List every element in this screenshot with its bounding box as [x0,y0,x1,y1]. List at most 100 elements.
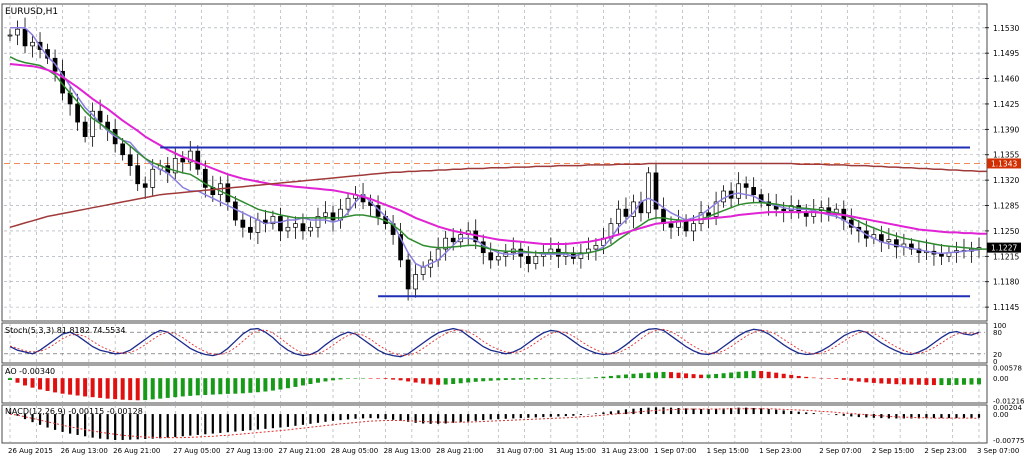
candle-body [593,245,599,250]
ao-bar [646,372,651,379]
price-tick-label: 1.1390 [993,125,1019,134]
time-tick-label: 26 Aug 13:00 [61,447,108,455]
ao-bar [473,378,478,382]
time-tick-label: 2 Sep 23:00 [924,447,966,455]
price-marks [4,17,987,301]
ao-bar [451,378,456,384]
ao-bar [285,378,290,389]
ao-bar [158,378,163,399]
time-tick-label: 1 Sep 15:00 [707,447,749,455]
ao-bar [413,378,418,383]
price-tick-label: 1.1145 [993,303,1019,312]
ao-bar [135,378,140,401]
candle-body [202,168,208,188]
price-tag-label: 1.1343 [991,159,1017,168]
stochastic-tick-label: 20 [993,351,1002,359]
ao-bar [195,378,200,396]
ao-bar [924,378,929,385]
price-axis: 1.15301.14951.14601.14251.13901.13551.13… [985,24,1021,312]
candle-body [751,187,757,196]
moving-average-line [9,162,987,229]
candle-body [623,208,629,217]
ao-bar [143,378,148,401]
candle-body [713,201,719,217]
ao-bar [518,378,523,380]
candle-body [736,183,741,199]
ao-bar [676,372,681,379]
ao-bar [38,378,43,390]
ao-bar [533,378,538,380]
ao-bar [361,377,366,379]
ao-bar [578,378,583,379]
ao-bar [834,378,839,379]
ao-bar [623,374,628,379]
ao-bar [8,378,12,380]
ao-bar [481,378,486,382]
time-tick-label: 31 Aug 15:00 [549,447,596,455]
time-tick-label: 28 Aug 13:00 [384,447,431,455]
ao-bar [443,378,448,385]
ao-bar [729,372,734,379]
ao-bar [661,371,666,379]
ao-bar [811,377,816,379]
ao-bar [496,378,501,381]
ao-bar [684,373,689,379]
ao-bar [45,378,50,391]
candle-body [195,150,201,170]
ao-bar [871,378,876,383]
ao-bar [120,378,125,400]
ao-bar [909,378,914,385]
ao-panel: AO -0.00340 0.00578 0.00 -0.01216 [1,364,1024,406]
ao-bar [128,378,133,401]
ao-bar [759,371,764,379]
ao-bar [105,378,110,399]
time-tick-label: 27 Aug 05:00 [173,447,220,455]
candle-body [75,103,80,123]
stochastic-tick-label: 80 [993,329,1002,337]
ao-bar [841,378,846,380]
stochastic-tick-label: 0 [993,358,997,366]
ao-bar [969,378,974,385]
ao-bar [669,372,674,379]
price-tick-label: 1.1180 [993,278,1019,287]
candle-body [278,216,283,232]
candle-body [187,150,193,163]
ao-bar [436,378,441,385]
candle-body [721,190,726,203]
ao-bar [586,377,591,379]
moving-average-line [9,63,987,245]
stochastic-grid [9,323,980,363]
ao-bar [428,378,433,385]
macd-tick-label: -0.00775 [993,437,1024,445]
candle-body [398,234,403,261]
candle-body [450,237,456,243]
time-tick-label: 27 Aug 13:00 [226,447,273,455]
time-tick-label: 1 Sep 23:00 [759,447,801,455]
candle-body [616,208,621,225]
ao-bar [346,378,351,379]
ao-axis: 0.00578 0.00 -0.01216 [993,365,1024,406]
ao-bar [571,378,576,379]
ao-panel-frame [1,364,988,404]
stochastic-panel-frame [1,322,988,364]
candle-body [135,165,141,185]
candle-body [255,219,261,233]
candle-body [488,252,494,261]
ao-bar [315,378,320,383]
ao-label: AO -0.00340 [5,367,55,376]
ao-bar [946,378,951,386]
ao-bar [248,378,253,393]
ao-bar [931,378,936,386]
ao-bar [338,378,343,380]
candle-body [82,121,88,137]
macd-panel: MACD(12,26,9) -0.00115 -0.00128 0.002040… [1,404,1024,445]
candle-body [300,223,306,232]
ao-bar [638,373,643,379]
time-tick-label: 28 Aug 05:00 [331,447,378,455]
candle-body [225,183,231,203]
candle-body [886,239,892,243]
